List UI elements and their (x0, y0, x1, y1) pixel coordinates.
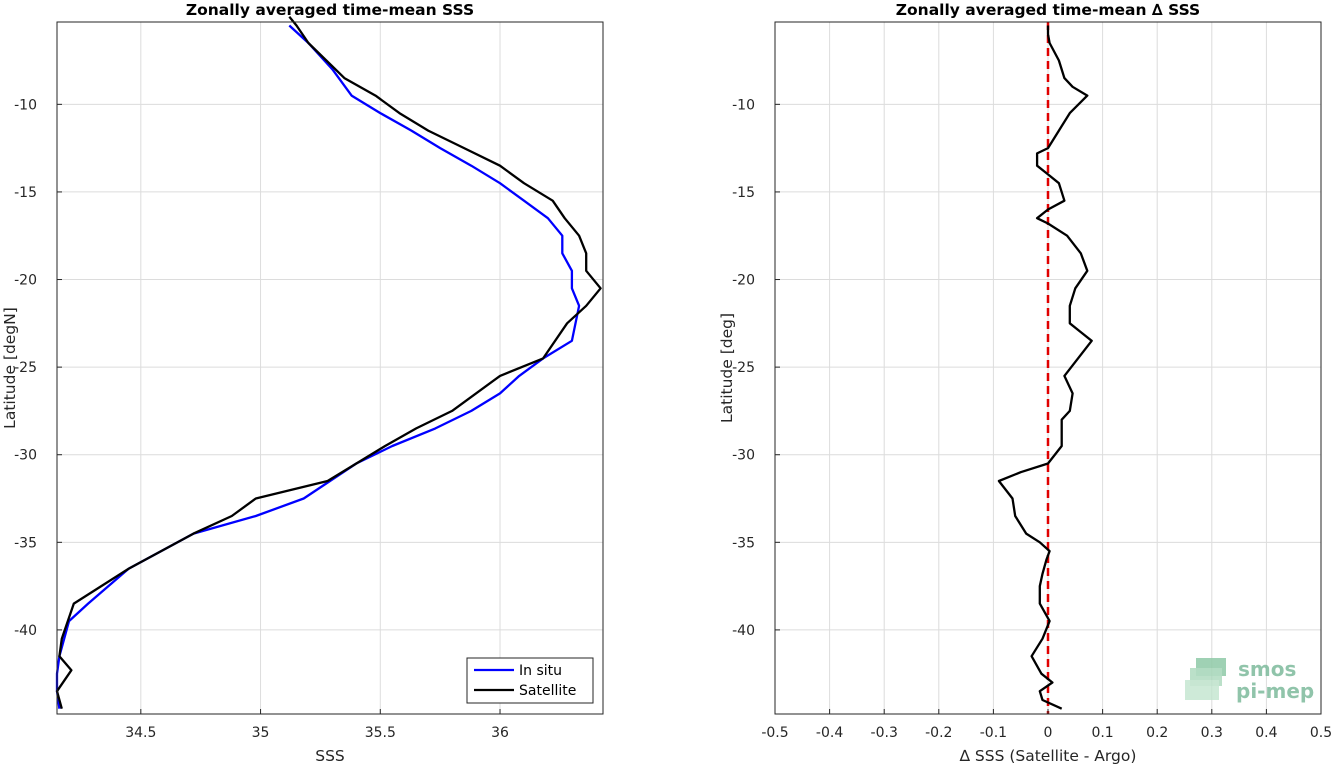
right-x-tick-label: -0.3 (871, 725, 898, 741)
left-y-tick-label: -30 (14, 448, 37, 464)
right-series-group (997, 25, 1093, 710)
right-x-axis-label: ∆ SSS (Satellite - Argo) (959, 747, 1137, 765)
legend-box (466, 657, 594, 704)
smos-pi-mep-logo: smos pi-mep (1185, 657, 1314, 703)
legend: In situ Satellite (466, 657, 594, 704)
left-series-group (55, 15, 602, 710)
right-y-tick-label: -10 (732, 97, 755, 113)
right-x-tick-label: -0.5 (761, 725, 788, 741)
left-x-tick-label: 35 (252, 725, 270, 741)
right-y-tick-label: -30 (732, 448, 755, 464)
right-y-tick-label: -40 (732, 623, 755, 639)
right-chart-title: Zonally averaged time-mean ∆ SSS (896, 1, 1200, 19)
right-x-tick-label: 0 (1044, 725, 1053, 741)
right-series-line-delta-sss (997, 25, 1093, 710)
left-y-ticks: -10 -15 -20 -25 -30 -35 -40 (14, 97, 62, 639)
left-chart-panel: Zonally averaged time-mean SSS 34.5 35 35.… (1, 1, 604, 765)
right-x-tick-label: 0.3 (1201, 725, 1223, 741)
right-x-tick-label: -0.4 (816, 725, 843, 741)
left-y-axis-label: Latitude [degN] (1, 307, 19, 429)
right-x-tick-label: -0.1 (980, 725, 1007, 741)
left-grid (57, 22, 603, 714)
logo-block-3 (1185, 680, 1219, 700)
right-x-tick-label: 0.2 (1146, 725, 1168, 741)
right-x-tick-label: -0.2 (925, 725, 952, 741)
right-y-axis-label: Latitude [deg] (718, 313, 736, 423)
legend-label-satellite: Satellite (519, 683, 576, 699)
right-chart-panel: Zonally averaged time-mean ∆ SSS -0.5 -0.… (718, 1, 1332, 765)
left-x-tick-label: 34.5 (125, 725, 156, 741)
left-y-tick-label: -15 (14, 185, 37, 201)
left-x-tick-label: 36 (491, 725, 509, 741)
right-y-tick-label: -25 (732, 360, 755, 376)
left-chart-title: Zonally averaged time-mean SSS (186, 1, 474, 19)
left-series-line-satellite (55, 15, 602, 710)
right-x-tick-label: 0.4 (1255, 725, 1277, 741)
right-y-tick-label: -15 (732, 185, 755, 201)
left-y-tick-label: -40 (14, 623, 37, 639)
right-x-ticks: -0.5 -0.4 -0.3 -0.2 -0.1 0 0.1 0.2 0.3 0.4 0.5 (761, 709, 1332, 741)
right-x-tick-label: 0.5 (1310, 725, 1332, 741)
legend-label-in-situ: In situ (519, 663, 562, 679)
right-y-ticks: -10 -15 -20 -25 -30 -35 -40 (732, 97, 780, 639)
right-y-tick-label: -20 (732, 273, 755, 289)
logo-text-smos: smos (1238, 657, 1296, 681)
left-y-tick-label: -35 (14, 535, 37, 551)
left-y-tick-label: -10 (14, 97, 37, 113)
left-y-tick-label: -20 (14, 273, 37, 289)
left-y-tick-label: -25 (14, 360, 37, 376)
logo-text-pi-mep: pi-mep (1236, 679, 1314, 703)
left-axes-frame (56, 21, 604, 715)
left-x-axis-label: SSS (315, 747, 345, 765)
left-series-line-in-situ (55, 24, 581, 709)
right-y-tick-label: -35 (732, 535, 755, 551)
left-x-ticks: 34.5 35 35.5 36 (125, 709, 509, 741)
left-x-tick-label: 35.5 (365, 725, 396, 741)
right-x-tick-label: 0.1 (1091, 725, 1113, 741)
